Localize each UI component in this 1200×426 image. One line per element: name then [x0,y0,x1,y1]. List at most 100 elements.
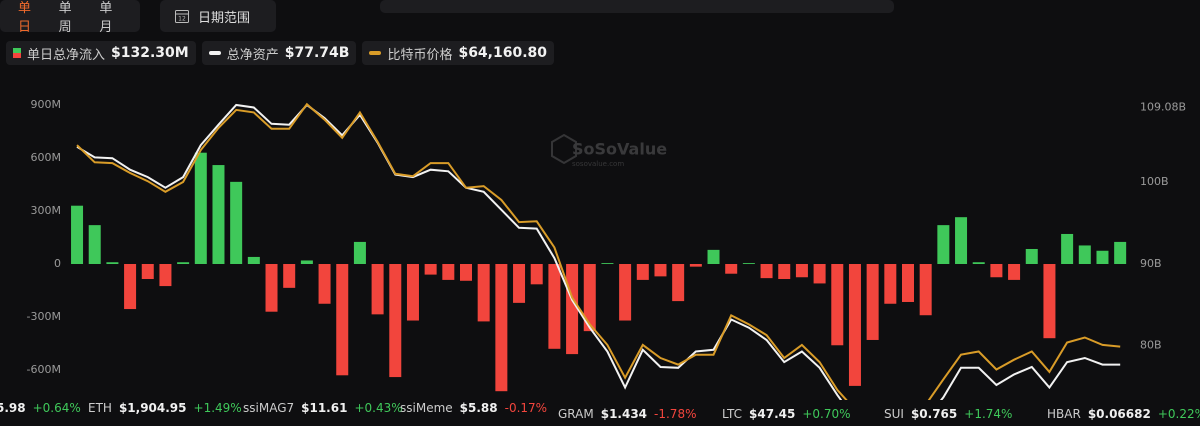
ticker-symbol: GRAM [558,407,594,421]
bar [566,264,579,355]
bar [389,264,402,378]
bar [583,264,596,332]
bar [530,264,543,285]
watermark: SoSoValue sosovalue.com [551,133,667,168]
tab[interactable]: 单日 [18,1,32,35]
ticker-item[interactable]: ssiMeme $5.88 -0.17% [400,401,547,415]
bar [689,264,702,267]
ticker-item[interactable]: 5.98 +0.64% [0,401,81,415]
ticker-change: +1.49% [193,401,242,415]
bar [442,264,455,280]
legend-value: $64,160.80 [458,45,548,61]
watermark-text: SoSoValue [572,140,667,159]
bar [1025,248,1038,264]
tab[interactable]: 单月 [99,1,113,35]
bar [795,264,808,278]
ticker-item[interactable]: SUI $0.765 +1.74% [884,407,1012,421]
ticker-item[interactable]: HBAR $0.06682 +0.22% [1047,407,1200,421]
bar [937,225,950,264]
ticker-price: $0.765 [910,407,958,421]
bar [141,264,154,280]
ticker-item[interactable]: ssiMAG7 $11.61 +0.43% [243,401,403,415]
date-range-label: 日期范围 [198,10,251,26]
date-range[interactable]: 12 日期范围 [160,0,276,32]
bar [1114,241,1127,264]
y2-tick-label: 100B [1140,175,1169,188]
ticker-symbol: ETH [88,401,112,415]
y2-tick-label: 90B [1140,257,1162,270]
ticker-change: +0.43% [354,401,403,415]
legend-icon [13,48,21,58]
ticker-symbol: LTC [722,407,743,421]
bar [902,264,914,302]
bar [159,264,172,287]
y-tick-label: -300M [27,310,61,323]
bar [230,181,243,264]
y-tick-label: 0 [54,257,61,270]
bar [424,264,437,275]
bar [742,263,755,264]
bar [831,264,844,346]
bar [406,264,419,321]
ticker-price: $47.45 [749,407,796,421]
legend-item: 单日总净流入 $132.30M [6,41,196,65]
ticker-price: $11.61 [301,401,348,415]
ticker-item[interactable]: LTC $47.45 +0.70% [722,407,851,421]
bar [265,264,278,312]
watermark-sub: sosovalue.com [572,160,624,168]
legend-icon [369,51,382,55]
bar [495,264,508,392]
bar [548,264,561,349]
ticker-symbol: HBAR [1047,407,1081,421]
bar [601,263,614,264]
bar [477,264,490,322]
bar [460,264,472,281]
legend-value: $132.30M [111,45,189,61]
bar [955,217,968,264]
ticker-change: +0.64% [32,401,81,415]
legend-item: 比特币价格 $64,160.80 [362,41,555,65]
legend-icon [208,51,221,55]
ticker-item[interactable]: GRAM $1.434 -1.78% [558,407,696,421]
bar [672,264,685,302]
bar [1008,264,1021,280]
bar [124,264,137,310]
svg-text:12: 12 [178,16,186,23]
ticker-symbol: SUI [884,407,904,421]
bar [300,260,313,264]
bar [1096,250,1109,264]
bar [1078,245,1091,264]
ticker-price: $1,904.95 [118,401,187,415]
ticker-price: $1.434 [600,407,648,421]
tab[interactable]: 单周 [58,1,72,35]
search-box[interactable] [380,0,894,13]
bar [619,264,632,321]
bar [371,264,384,315]
legend-item: 总净资产 $77.74B [201,41,357,65]
bar [353,241,366,264]
ticker-change: -1.78% [654,407,697,421]
bar [71,205,84,264]
legend: 单日总净流入 $132.30M 总净资产 $77.74B 比特币价格 $64,160.80 [6,41,555,65]
ticker-price: 5.98 [0,401,26,415]
bar [990,264,1003,278]
bar [318,264,331,304]
y2-tick-label: 109.08B [1140,101,1186,114]
y2-tick-label: 80B [1140,339,1162,352]
line [76,102,1121,400]
bar [972,262,985,264]
bar [866,264,879,340]
bar [247,256,260,264]
ticker-item[interactable]: ETH $1,904.95 +1.49% [88,401,242,415]
bar [177,262,190,264]
bar [1061,233,1074,264]
legend-value: $77.74B [284,45,350,61]
legend-name: 比特币价格 [387,47,453,63]
bar [636,264,649,280]
bar [813,264,826,284]
bar [88,225,101,264]
bar [513,264,526,303]
tab-group: 单日 单周 单月 [0,0,140,35]
bar [725,264,738,274]
